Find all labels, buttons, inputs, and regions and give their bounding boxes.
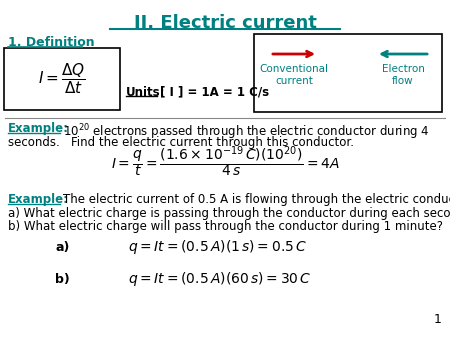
Text: The electric current of 0.5 A is flowing through the electric conductor.: The electric current of 0.5 A is flowing… [63, 193, 450, 206]
FancyBboxPatch shape [4, 48, 120, 110]
Text: [ I ] = 1A = 1 C/s: [ I ] = 1A = 1 C/s [160, 86, 269, 98]
Text: 1: 1 [434, 313, 442, 326]
Text: seconds.   Find the electric current through this conductor.: seconds. Find the electric current throu… [8, 136, 354, 149]
Text: 1. Definition: 1. Definition [8, 36, 94, 49]
Text: Example:: Example: [8, 122, 69, 135]
Text: II. Electric current: II. Electric current [134, 14, 316, 32]
FancyBboxPatch shape [254, 34, 442, 112]
Text: Conventional
current: Conventional current [260, 64, 328, 86]
Text: $10^{20}$ electrons passed through the electric conductor during 4: $10^{20}$ electrons passed through the e… [63, 122, 430, 142]
Text: Example:: Example: [8, 193, 69, 206]
Text: $q = It = (0.5\,A)(60\,s) = 30\,C$: $q = It = (0.5\,A)(60\,s) = 30\,C$ [128, 270, 311, 288]
Text: b) What electric charge will pass through the conductor during 1 minute?: b) What electric charge will pass throug… [8, 220, 443, 233]
Text: a) What electric charge is passing through the conductor during each second?: a) What electric charge is passing throu… [8, 207, 450, 220]
Text: $I = \dfrac{\Delta Q}{\Delta t}$: $I = \dfrac{\Delta Q}{\Delta t}$ [38, 62, 86, 96]
Text: $q = It = (0.5\,A)(1\,s) = 0.5\,C$: $q = It = (0.5\,A)(1\,s) = 0.5\,C$ [128, 238, 307, 256]
Text: Units:: Units: [126, 86, 166, 98]
Text: Electron
flow: Electron flow [382, 64, 424, 86]
Text: $I = \dfrac{q}{t} = \dfrac{(1.6 \times 10^{-19}\,C)(10^{20})}{4\,s} = 4A$: $I = \dfrac{q}{t} = \dfrac{(1.6 \times 1… [111, 145, 339, 179]
Text: b): b) [55, 272, 70, 286]
Text: a): a) [55, 241, 69, 254]
